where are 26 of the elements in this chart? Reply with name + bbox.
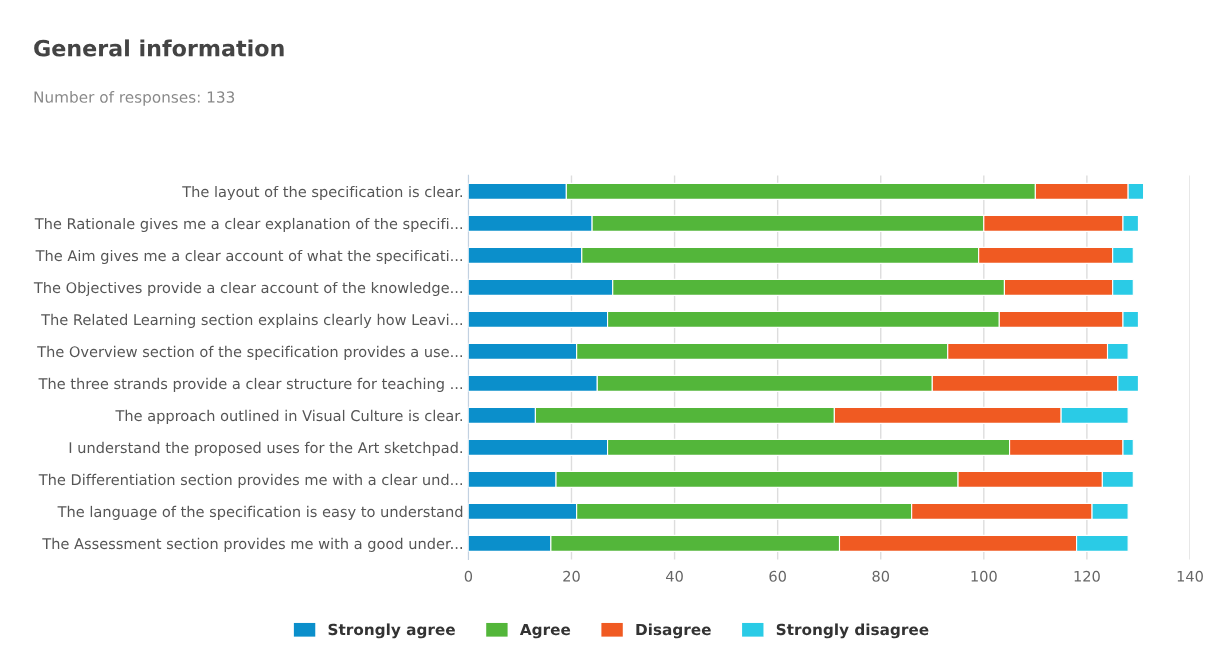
y-tick-label: The Aim gives me a clear account of what the specificati... — [35, 249, 462, 264]
legend-label: Disagree — [636, 623, 711, 639]
y-tick-label: The Related Learning section explains clearly how Leavi... — [41, 313, 462, 328]
y-tick-label: The language of the specification is easy to understand — [57, 505, 463, 520]
y-tick-label: The Differentiation section provides me with a clear und... — [38, 473, 462, 488]
text: Number of responses: 133 — [34, 91, 235, 106]
y-tick-label: The three strands provide a clear structure for teaching ... — [38, 377, 462, 392]
x-tick-label: 140 — [1177, 570, 1203, 582]
y-tick-label: I understand the proposed uses for the Art sketchpad. — [69, 441, 462, 456]
x-tick-label: 0 — [464, 570, 473, 582]
x-tick-label: 20 — [563, 570, 580, 582]
y-tick-label: The approach outlined in Visual Culture is clear. — [115, 409, 462, 424]
y-tick-label: The Objectives provide a clear account of the knowledge... — [33, 281, 462, 296]
y-tick-label: The layout of the specification is clear. — [182, 185, 462, 200]
x-tick-label: 40 — [666, 570, 683, 582]
x-tick-label: 120 — [1074, 570, 1100, 582]
x-tick-label: 60 — [769, 570, 786, 582]
y-tick-label: The Overview section of the specification provides a use... — [37, 345, 462, 360]
x-tick-label: 100 — [971, 570, 997, 582]
y-tick-label: The Assessment section provides me with a good under... — [42, 537, 462, 552]
y-tick-label: The Rationale gives me a clear explanation of the specifi... — [34, 217, 462, 232]
legend-label: Strongly disagree — [776, 623, 929, 639]
text: General information — [34, 39, 284, 57]
legend-label: Strongly agree — [328, 623, 455, 639]
legend-label: Agree — [519, 623, 571, 639]
x-tick-label: 80 — [872, 570, 890, 582]
